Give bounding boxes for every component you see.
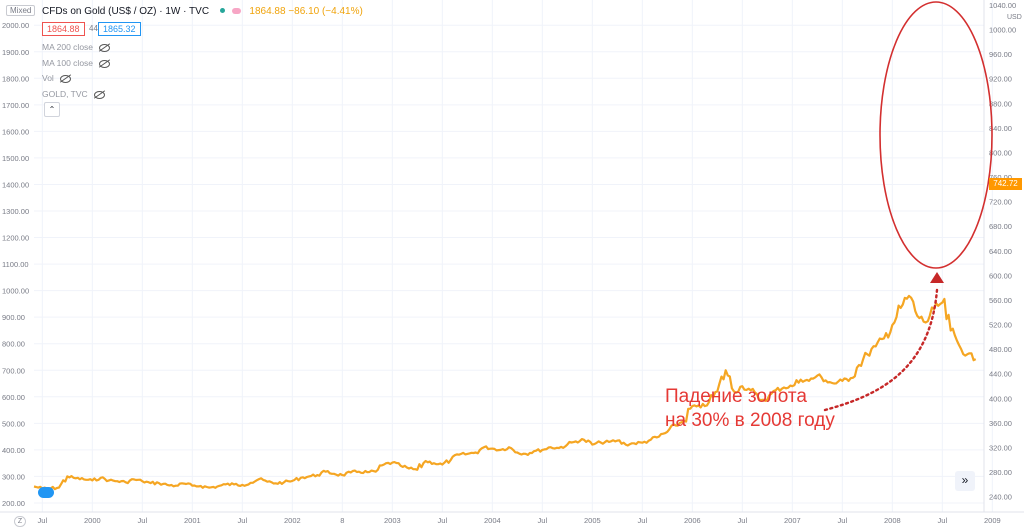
chart-grid xyxy=(34,0,993,512)
right-axis-tick-label: 520.00 xyxy=(989,321,1012,330)
time-axis-tick-label: 2001 xyxy=(184,516,201,525)
left-axis-tick-label: 1900.00 xyxy=(2,48,29,57)
indicator-label: Vol xyxy=(42,73,54,83)
right-axis-tick-label: 1000.00 xyxy=(989,26,1016,35)
time-axis-tick-label: Jul xyxy=(238,516,248,525)
left-axis-tick-label: 400.00 xyxy=(2,446,25,455)
right-axis-tick-label: 840.00 xyxy=(989,124,1012,133)
time-axis-tick-label: Jul xyxy=(138,516,148,525)
left-axis-tick-label: 800.00 xyxy=(2,340,25,349)
time-axis-tick-label: Jul xyxy=(838,516,848,525)
annotation-arrowhead xyxy=(930,272,944,283)
time-axis-tick-label: Jul xyxy=(38,516,48,525)
symbol-title: CFDs on Gold (US$ / OZ) · 1W · TVC 1864.… xyxy=(42,6,363,17)
ohlc-values: 1864.88 −86.10 (−4.41%) xyxy=(249,6,363,17)
left-axis-tick-label: 200.00 xyxy=(2,499,25,508)
eye-off-icon[interactable] xyxy=(59,74,71,83)
time-axis-tick-label: 8 xyxy=(340,516,344,525)
right-axis-tick-label: 720.00 xyxy=(989,198,1012,207)
indicator-label: MA 200 close xyxy=(42,42,94,52)
time-axis-tick-label: 2007 xyxy=(784,516,801,525)
left-axis-tick-label: 1500.00 xyxy=(2,154,29,163)
time-axis-tick-label: 2000 xyxy=(84,516,101,525)
left-price-axis: 2000.00 1900.00 1800.00 1700.00 1600.00 1500.… xyxy=(2,21,29,508)
cloud-icon[interactable] xyxy=(38,487,54,498)
left-axis-tick-label: 2000.00 xyxy=(2,21,29,30)
left-axis-tick-label: 1800.00 xyxy=(2,74,29,83)
left-axis-tick-label: 700.00 xyxy=(2,366,25,375)
time-axis-tick-label: Jul xyxy=(438,516,448,525)
timezone-button[interactable]: Z xyxy=(14,516,26,527)
time-axis-tick-label: Jul xyxy=(638,516,648,525)
left-axis-tick-label: 1700.00 xyxy=(2,101,29,110)
indicator-ma200[interactable]: MA 200 close xyxy=(42,42,111,52)
spread-value: 44 xyxy=(89,24,98,33)
left-axis-tick-label: 1400.00 xyxy=(2,180,29,189)
right-axis-tick-label: 800.00 xyxy=(989,148,1012,157)
right-axis-tick-label: 360.00 xyxy=(989,419,1012,428)
time-axis-tick-label: 2009 xyxy=(984,516,1001,525)
right-axis-tick-label: 920.00 xyxy=(989,75,1012,84)
time-axis: Jul 2000 Jul 2001 Jul 2002 8 2003 Jul 2004 Jul 2005… xyxy=(38,516,1001,525)
buy-price-button[interactable]: 1865.32 xyxy=(98,22,141,36)
eye-off-icon[interactable] xyxy=(99,43,111,52)
right-axis-tick-label: 320.00 xyxy=(989,443,1012,452)
scroll-to-realtime-button[interactable]: » xyxy=(955,471,975,491)
sell-price-button[interactable]: 1864.88 xyxy=(42,22,85,36)
time-axis-tick-label: 2004 xyxy=(484,516,501,525)
flag-icon[interactable] xyxy=(231,8,241,15)
right-axis-tick-label: 640.00 xyxy=(989,247,1012,256)
eye-off-icon[interactable] xyxy=(93,90,105,99)
symbol-title-text: CFDs on Gold (US$ / OZ) · 1W · TVC xyxy=(42,6,210,17)
time-axis-tick-label: 2005 xyxy=(584,516,601,525)
currency-unit-label: USD xyxy=(1007,14,1022,21)
time-axis-tick-label: 2002 xyxy=(284,516,301,525)
right-axis-tick-label: 240.00 xyxy=(989,493,1012,502)
time-axis-tick-label: Jul xyxy=(738,516,748,525)
left-axis-tick-label: 1600.00 xyxy=(2,127,29,136)
market-status-dot-icon xyxy=(219,8,225,13)
annotation-arrow xyxy=(823,288,939,412)
left-axis-tick-label: 900.00 xyxy=(2,313,25,322)
last-price-tag: 742.72 xyxy=(989,178,1022,190)
highlight-ellipse xyxy=(879,1,993,269)
left-axis-tick-label: 1300.00 xyxy=(2,207,29,216)
left-axis-tick-label: 1200.00 xyxy=(2,234,29,243)
annotation-text: Падение золота на 30% в 2008 году xyxy=(665,385,835,433)
collapse-legend-button[interactable]: ⌃ xyxy=(44,102,60,117)
indicator-vol[interactable]: Vol xyxy=(42,73,71,83)
right-axis-tick-label: 760.00 xyxy=(989,173,1012,182)
indicator-gold-compare[interactable]: GOLD, TVC xyxy=(42,89,105,99)
right-axis-tick-label: 960.00 xyxy=(989,50,1012,59)
right-axis-tick-label: 400.00 xyxy=(989,394,1012,403)
right-axis-tick-label: 600.00 xyxy=(989,271,1012,280)
annotation-line-1: Падение золота xyxy=(665,386,807,407)
time-axis-tick-label: 2008 xyxy=(884,516,901,525)
left-axis-tick-label: 600.00 xyxy=(2,393,25,402)
right-axis-tick-label: 440.00 xyxy=(989,370,1012,379)
scale-mode-button[interactable]: Mixed xyxy=(6,5,36,16)
left-axis-tick-label: 300.00 xyxy=(2,472,25,481)
indicator-label: GOLD, TVC xyxy=(42,89,88,99)
time-axis-tick-label: 2006 xyxy=(684,516,701,525)
right-axis-tick-label: 480.00 xyxy=(989,345,1012,354)
left-axis-tick-label: 1100.00 xyxy=(2,260,29,269)
time-axis-tick-label: Jul xyxy=(938,516,948,525)
time-axis-tick-label: Jul xyxy=(538,516,548,525)
right-price-axis: 1040.00 1000.00 960.00 920.00 880.00 840.00 80… xyxy=(989,1,1016,502)
time-axis-tick-label: 2003 xyxy=(384,516,401,525)
annotation-line-2: на 30% в 2008 году xyxy=(665,410,835,431)
right-axis-tick-label: 280.00 xyxy=(989,468,1012,477)
left-axis-tick-label: 500.00 xyxy=(2,419,25,428)
indicator-label: MA 100 close xyxy=(42,58,94,68)
indicator-ma100[interactable]: MA 100 close xyxy=(42,58,111,68)
right-axis-tick-label: 880.00 xyxy=(989,99,1012,108)
right-axis-tick-label: 560.00 xyxy=(989,296,1012,305)
left-axis-tick-label: 1000.00 xyxy=(2,287,29,296)
eye-off-icon[interactable] xyxy=(99,59,111,68)
right-axis-tick-label: 680.00 xyxy=(989,222,1012,231)
gold-price-line xyxy=(33,294,977,491)
right-axis-tick-label: 1040.00 xyxy=(989,1,1016,10)
